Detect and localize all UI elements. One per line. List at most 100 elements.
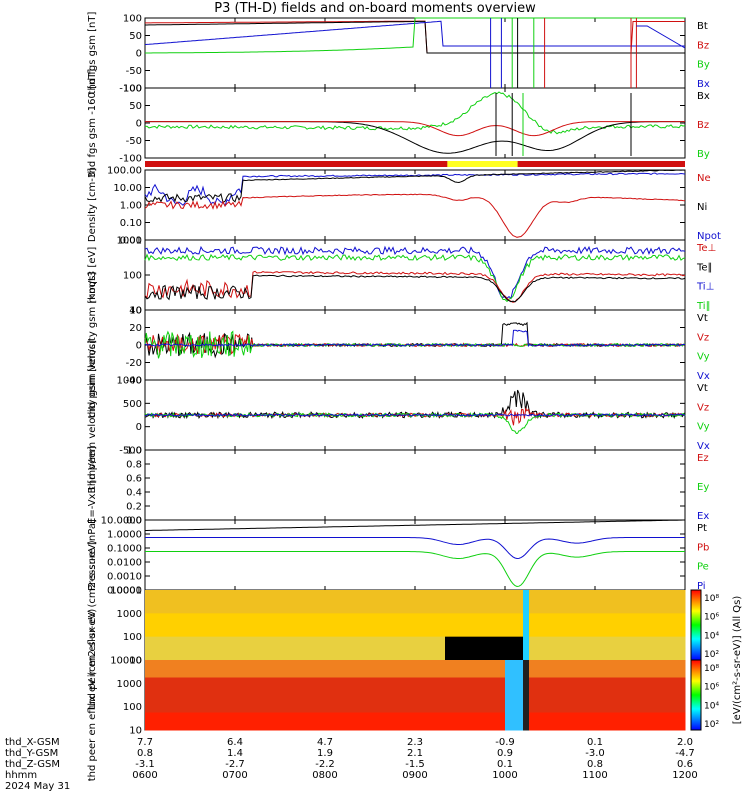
spectrogram-cell [199, 689, 206, 696]
spectrogram-cell [277, 724, 284, 731]
spectrogram-cell [499, 683, 506, 690]
spectrogram-cell [421, 700, 428, 708]
spectrogram-cell [403, 636, 410, 643]
spectrogram-cell [253, 648, 260, 655]
spectrogram-cell [457, 636, 464, 643]
spectrogram-cell [487, 648, 494, 655]
colorbar-tick: 10⁸ [704, 664, 719, 674]
y-axis-label: thd fgs gsm [nT] [87, 12, 98, 95]
y-tick-label: 0 [136, 341, 142, 352]
spectrogram-cell [523, 689, 530, 696]
spectrogram-cell [463, 706, 470, 713]
spectrogram-cell [253, 724, 260, 731]
spectrogram-cell [343, 590, 350, 597]
spectrogram-cell [253, 642, 260, 649]
spectrogram-cell [349, 607, 356, 614]
spectrogram-cell [175, 677, 182, 684]
spectrogram-cell [637, 625, 644, 632]
spectrogram-cell [547, 724, 554, 731]
spectrogram-cell [193, 590, 200, 597]
y-tick-label: -20 [126, 358, 142, 369]
spectrogram-cell [181, 601, 188, 608]
spectrogram-cell [619, 619, 626, 626]
spectrogram-cell [397, 625, 404, 632]
spectrogram-cell [673, 695, 680, 702]
spectrogram-cell [229, 625, 236, 632]
spectrogram-cell [601, 660, 608, 667]
spectrogram-cell [439, 724, 446, 731]
spectrogram-cell [271, 700, 278, 708]
spectrogram-cell [289, 619, 296, 626]
spectrogram-cell [217, 601, 224, 608]
spectrogram-cell [313, 625, 320, 632]
spectrogram-cell [565, 724, 572, 731]
spectrogram-cell [223, 718, 230, 725]
spectrogram-cell [601, 665, 608, 673]
spectrogram-cell [457, 607, 464, 614]
spectrogram-cell [463, 683, 470, 690]
spectrogram-cell [151, 607, 158, 614]
spectrogram-cell [643, 636, 650, 643]
spectrogram-cell [337, 654, 344, 661]
spectrogram-cell [313, 654, 320, 661]
spectrogram-cell [667, 630, 674, 638]
spectrogram-cell [415, 601, 422, 608]
spectrogram-cell [367, 671, 374, 678]
spectrogram-cell [541, 619, 548, 626]
spectrogram-cell [403, 671, 410, 678]
spectrogram-cell [349, 619, 356, 626]
legend-ti∥: Ti∥ [696, 301, 711, 312]
spectrogram-cell [409, 700, 416, 708]
spectrogram-cell [169, 695, 176, 702]
spectrogram-cell [577, 601, 584, 608]
spectrogram-cell [613, 648, 620, 655]
spectrogram-cell [217, 595, 224, 603]
spectrogram-cell [595, 665, 602, 673]
spectrogram-cell [511, 625, 518, 632]
spectrogram-cell [421, 706, 428, 713]
spectrogram-cell [199, 724, 206, 731]
spectrogram-cell [301, 613, 308, 620]
spectrogram-cell [505, 718, 512, 725]
spectrogram-cell [577, 630, 584, 638]
spectrogram-cell [547, 718, 554, 725]
spectrogram-cell [343, 677, 350, 684]
spectrogram-cell [433, 601, 440, 608]
spectrogram-cell [307, 654, 314, 661]
spectrogram-cell [265, 625, 272, 632]
legend-vy: Vy [697, 422, 710, 433]
spectrogram-cell [439, 700, 446, 708]
spectrogram-cell [307, 642, 314, 649]
spectrogram-cell [487, 607, 494, 614]
spectrogram-cell [385, 619, 392, 626]
spectrogram-cell [625, 683, 632, 690]
spectrogram-cell [625, 636, 632, 643]
spectrogram-cell [577, 660, 584, 667]
spectrogram-cell [169, 718, 176, 725]
spectrogram-cell [595, 700, 602, 708]
spectrogram-cell [427, 648, 434, 655]
spectrogram-cell [433, 660, 440, 667]
spectrogram-cell [313, 660, 320, 667]
spectrogram-cell [523, 712, 530, 719]
spectrogram-cell [613, 595, 620, 603]
spectrogram-cell [205, 660, 212, 667]
spectrogram-cell [595, 595, 602, 603]
spectrogram-cell [595, 718, 602, 725]
spectrogram-cell [553, 607, 560, 614]
spectrogram-cell [211, 700, 218, 708]
spectrogram-cell [511, 665, 518, 673]
spectrogram-cell [565, 595, 572, 603]
spectrogram-cell [157, 601, 164, 608]
spectrogram-cell [325, 695, 332, 702]
x-tick-label: -3.0 [585, 748, 605, 759]
spectrogram-cell [661, 660, 668, 667]
spectrogram-cell [319, 706, 326, 713]
spectrogram-cell [247, 648, 254, 655]
spectrogram-cell [343, 695, 350, 702]
spectrogram-cell [559, 683, 566, 690]
spectrogram-cell [331, 601, 338, 608]
spectrogram-cell [517, 601, 524, 608]
spectrogram-cell [649, 630, 656, 638]
y-tick-label: 100 [123, 14, 142, 25]
